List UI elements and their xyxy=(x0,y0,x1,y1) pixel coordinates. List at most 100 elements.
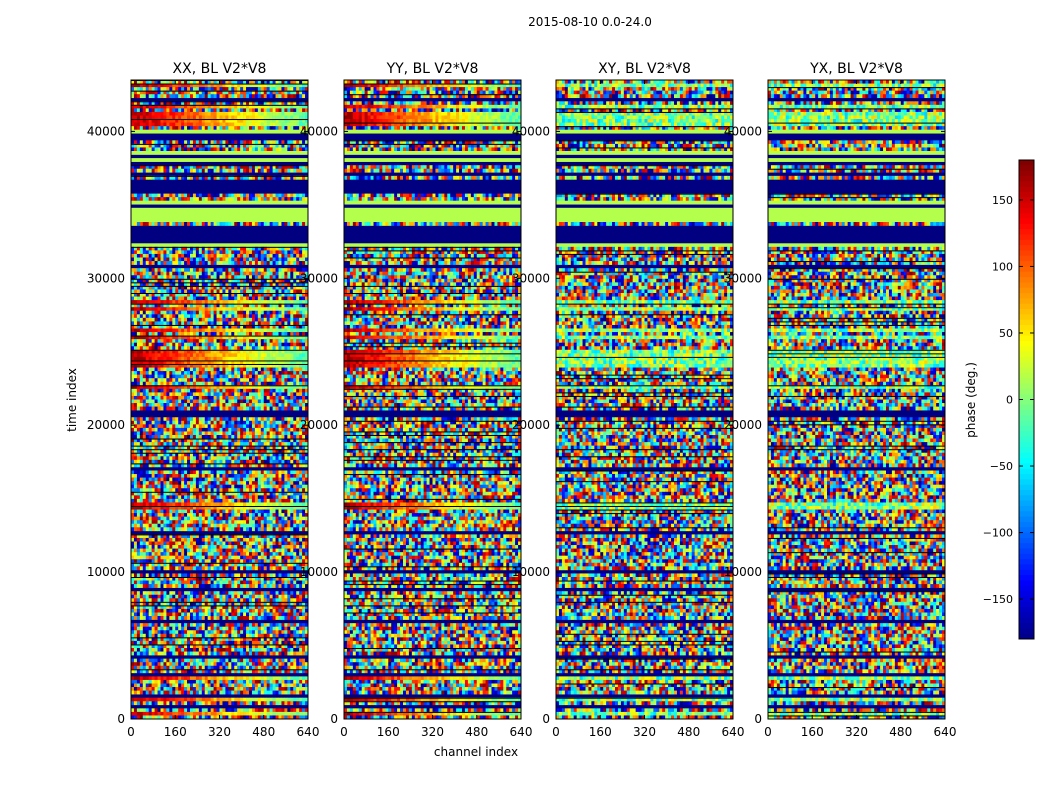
colorbar-segment xyxy=(1019,575,1034,581)
colorbar-tick-label: −50 xyxy=(990,460,1013,473)
colorbar-segment xyxy=(1019,543,1034,550)
colorbar-segment xyxy=(1019,633,1034,640)
colorbar-segment xyxy=(1019,484,1034,491)
colorbar-tick-label: −100 xyxy=(983,527,1013,540)
colorbar-segment xyxy=(1019,580,1034,587)
colorbar-segment xyxy=(1019,356,1034,363)
colorbar-segment xyxy=(1019,303,1034,310)
x-tick-label: 320 xyxy=(845,725,868,739)
colorbar-segment xyxy=(1019,548,1034,555)
colorbar-segment xyxy=(1019,511,1034,518)
colorbar-tick-label: −150 xyxy=(983,593,1013,606)
colorbar-tick-label: 50 xyxy=(999,327,1013,340)
colorbar-segment xyxy=(1019,367,1034,374)
y-tick-label: 0 xyxy=(117,712,125,726)
colorbar-segment xyxy=(1019,447,1034,454)
colorbar-segment xyxy=(1019,431,1034,438)
colorbar-segment xyxy=(1019,479,1034,486)
colorbar-segment xyxy=(1019,623,1034,629)
colorbar-segment xyxy=(1019,175,1034,182)
colorbar-segment xyxy=(1019,255,1034,262)
phase-image xyxy=(344,80,521,719)
colorbar-segment xyxy=(1019,298,1034,305)
y-tick-label: 10000 xyxy=(87,565,125,579)
colorbar-tick-label: 150 xyxy=(992,194,1013,207)
colorbar-segment xyxy=(1019,213,1034,220)
colorbar-segment xyxy=(1019,521,1034,528)
colorbar-segment xyxy=(1019,399,1034,406)
x-tick-label: 480 xyxy=(889,725,912,739)
phase-image xyxy=(768,80,945,719)
x-tick-label: 480 xyxy=(252,725,275,739)
colorbar-segment xyxy=(1019,628,1034,635)
colorbar-segment xyxy=(1019,351,1034,358)
colorbar-segment xyxy=(1019,197,1034,204)
colorbar-segment xyxy=(1019,362,1034,369)
colorbar-segment xyxy=(1019,516,1034,523)
colorbar-segment xyxy=(1019,191,1034,198)
x-tick-label: 160 xyxy=(801,725,824,739)
colorbar-segment xyxy=(1019,282,1034,289)
colorbar-segment xyxy=(1019,170,1034,177)
phase-image xyxy=(556,80,733,719)
x-tick-label: 320 xyxy=(421,725,444,739)
panel-yx: YX, BL V2*V8 0 160 320 480 640 0 10000 20000 3000… xyxy=(724,61,957,739)
colorbar-segment xyxy=(1019,500,1034,507)
x-tick-label: 0 xyxy=(764,725,772,739)
colorbar-segment xyxy=(1019,452,1034,459)
colorbar-segment xyxy=(1019,383,1034,390)
colorbar-segment xyxy=(1019,404,1034,411)
colorbar-segment xyxy=(1019,564,1034,571)
x-tick-label: 0 xyxy=(127,725,135,739)
colorbar-segment xyxy=(1019,229,1034,236)
x-axis-label: channel index xyxy=(434,745,518,759)
colorbar-segment xyxy=(1019,223,1034,230)
colorbar-segment xyxy=(1019,596,1034,603)
suptitle: 2015-08-10 0.0-24.0 xyxy=(528,15,652,29)
panel-title: XY, BL V2*V8 xyxy=(598,61,691,77)
y-tick-label: 10000 xyxy=(300,565,338,579)
colorbar-segment xyxy=(1019,309,1034,315)
colorbar-segment xyxy=(1019,607,1034,613)
phase-image xyxy=(131,80,308,719)
y-tick-label: 0 xyxy=(754,712,762,726)
colorbar-segment xyxy=(1019,612,1034,619)
colorbar-segment xyxy=(1019,324,1034,331)
colorbar-segment xyxy=(1019,415,1034,422)
colorbar-segment xyxy=(1019,426,1034,432)
colorbar: −150 −100 −50 0 50 100 150 xyxy=(983,159,1035,640)
colorbar-segment xyxy=(1019,532,1034,539)
colorbar-segment xyxy=(1019,489,1034,496)
x-tick-label: 480 xyxy=(465,725,488,739)
y-tick-label: 20000 xyxy=(512,418,550,432)
x-tick-label: 640 xyxy=(722,725,745,739)
y-tick-label: 20000 xyxy=(724,418,762,432)
x-tick-label: 640 xyxy=(934,725,957,739)
colorbar-segment xyxy=(1019,160,1034,166)
panel-title: YX, BL V2*V8 xyxy=(809,61,903,77)
colorbar-tick-label: 0 xyxy=(1006,394,1013,407)
colorbar-segment xyxy=(1019,181,1034,188)
x-tick-label: 0 xyxy=(552,725,560,739)
colorbar-segment xyxy=(1019,245,1034,251)
colorbar-segment xyxy=(1019,559,1034,565)
colorbar-segment xyxy=(1019,314,1034,321)
colorbar-segment xyxy=(1019,388,1034,395)
y-tick-label: 30000 xyxy=(87,271,125,285)
y-tick-label: 40000 xyxy=(724,124,762,138)
colorbar-segment xyxy=(1019,585,1034,592)
y-tick-label: 20000 xyxy=(300,418,338,432)
y-tick-label: 10000 xyxy=(724,565,762,579)
colorbar-segment xyxy=(1019,277,1034,283)
colorbar-segment xyxy=(1019,287,1034,294)
x-tick-label: 320 xyxy=(633,725,656,739)
colorbar-segment xyxy=(1019,335,1034,342)
colorbar-segment xyxy=(1019,234,1034,241)
y-tick-label: 0 xyxy=(542,712,550,726)
y-tick-label: 20000 xyxy=(87,418,125,432)
colorbar-segment xyxy=(1019,601,1034,608)
colorbar-segment xyxy=(1019,420,1034,427)
colorbar-segment xyxy=(1019,319,1034,326)
colorbar-segment xyxy=(1019,266,1034,273)
